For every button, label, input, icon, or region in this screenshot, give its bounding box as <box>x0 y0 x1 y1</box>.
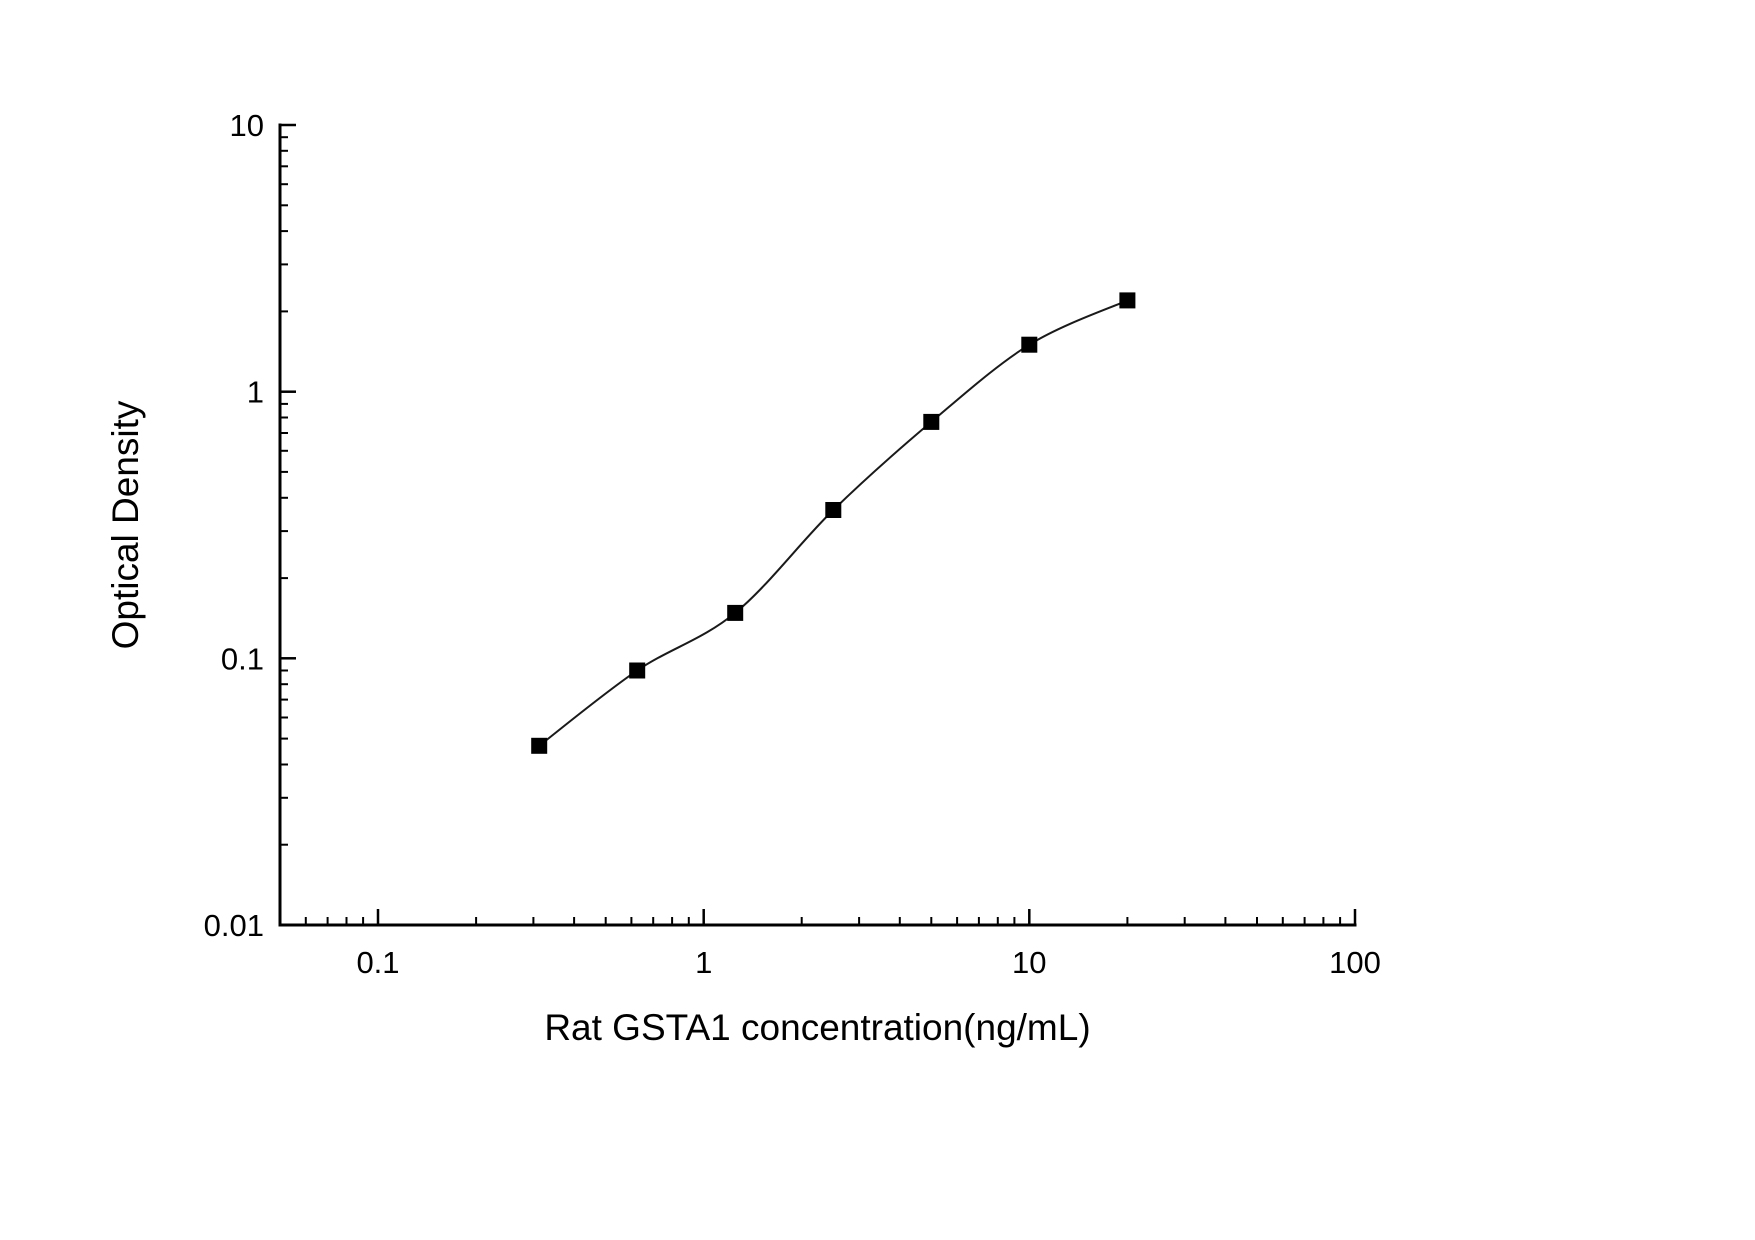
x-axis-title: Rat GSTA1 concentration(ng/mL) <box>544 1007 1090 1048</box>
y-tick-label: 1 <box>247 375 264 410</box>
y-tick-label: 10 <box>230 108 264 143</box>
y-axis: 0.01 0.1 1 10 <box>204 108 296 943</box>
data-points <box>531 292 1136 754</box>
x-tick-label: 10 <box>1012 945 1046 980</box>
data-point-marker <box>1021 336 1038 353</box>
x-tick-label: 100 <box>1329 945 1381 980</box>
data-point-marker <box>923 413 940 430</box>
data-point-marker <box>629 662 646 679</box>
fit-curve <box>538 299 1128 747</box>
y-tick-label: 0.1 <box>221 641 264 676</box>
x-axis: 0.1 1 10 100 <box>304 909 1381 980</box>
data-point-marker <box>825 502 842 518</box>
x-tick-label: 0.1 <box>356 945 399 980</box>
data-point-marker <box>727 604 744 621</box>
data-point-marker <box>1119 292 1136 309</box>
data-point-marker <box>531 737 548 754</box>
x-tick-label: 1 <box>695 945 712 980</box>
y-tick-label: 0.01 <box>204 908 264 943</box>
y-axis-title: Optical Density <box>105 400 146 649</box>
